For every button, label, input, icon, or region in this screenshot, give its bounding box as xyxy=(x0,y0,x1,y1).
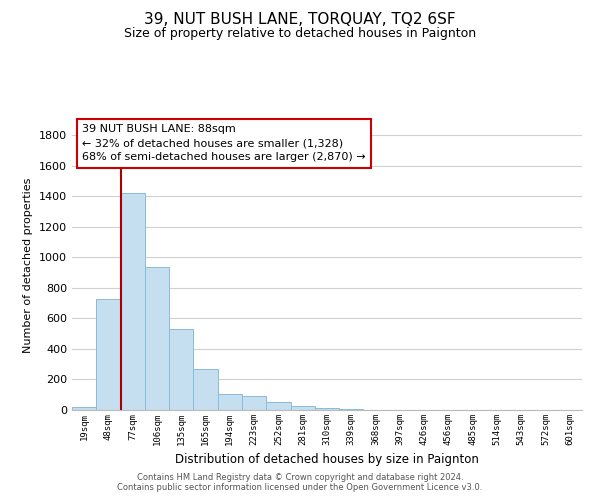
Bar xyxy=(72,407,96,410)
Bar xyxy=(290,406,315,410)
Bar xyxy=(145,268,169,410)
Bar xyxy=(169,329,193,410)
Bar xyxy=(339,409,364,410)
Text: Contains HM Land Registry data © Crown copyright and database right 2024.: Contains HM Land Registry data © Crown c… xyxy=(137,474,463,482)
Bar xyxy=(218,394,242,410)
Bar xyxy=(266,402,290,410)
Bar xyxy=(121,192,145,410)
Y-axis label: Number of detached properties: Number of detached properties xyxy=(23,178,34,352)
Text: Size of property relative to detached houses in Paignton: Size of property relative to detached ho… xyxy=(124,28,476,40)
X-axis label: Distribution of detached houses by size in Paignton: Distribution of detached houses by size … xyxy=(175,454,479,466)
Bar xyxy=(315,408,339,410)
Text: 39 NUT BUSH LANE: 88sqm
← 32% of detached houses are smaller (1,328)
68% of semi: 39 NUT BUSH LANE: 88sqm ← 32% of detache… xyxy=(82,124,366,162)
Text: Contains public sector information licensed under the Open Government Licence v3: Contains public sector information licen… xyxy=(118,484,482,492)
Bar xyxy=(193,369,218,410)
Bar xyxy=(96,298,121,410)
Text: 39, NUT BUSH LANE, TORQUAY, TQ2 6SF: 39, NUT BUSH LANE, TORQUAY, TQ2 6SF xyxy=(144,12,456,28)
Bar xyxy=(242,396,266,410)
